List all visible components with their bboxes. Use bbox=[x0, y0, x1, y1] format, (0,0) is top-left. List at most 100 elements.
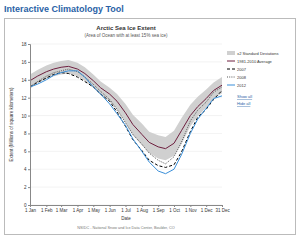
legend-swatch bbox=[227, 61, 235, 62]
y-tick: 8 bbox=[24, 131, 30, 136]
y-tick: 0 bbox=[24, 203, 30, 208]
x-tick-mark bbox=[110, 205, 111, 207]
x-tick: 1 Jan bbox=[25, 205, 37, 213]
y-tick: 6 bbox=[24, 149, 30, 154]
legend-swatch bbox=[227, 85, 235, 86]
y-tick: 14 bbox=[21, 78, 30, 83]
x-tick-label: 1 Jan bbox=[25, 208, 37, 213]
x-axis: 1 Jan 1 Feb1 Mar 1 Apr 1 May 1 Jun 1 Jul 1 Aug… bbox=[25, 205, 230, 213]
x-tick-mark bbox=[190, 205, 191, 207]
x-tick-label: 31 Dec bbox=[215, 208, 230, 213]
legend-label: ±2 Standard Deviations bbox=[237, 51, 279, 56]
y-tick: 18 bbox=[21, 42, 30, 47]
x-tick: 31 Dec bbox=[215, 205, 230, 213]
y-tick-mark bbox=[28, 80, 30, 81]
x-tick-label: 1 May bbox=[88, 208, 101, 213]
x-tick-label: 1 Mar bbox=[56, 208, 68, 213]
y-tick-label: 12 bbox=[21, 96, 27, 101]
grid bbox=[30, 44, 222, 205]
y-tick-label: 4 bbox=[24, 167, 27, 172]
series-line bbox=[30, 69, 222, 164]
x-tick-label: 1 Dec bbox=[201, 208, 214, 213]
chart-title: Arctic Sea Ice Extent bbox=[96, 25, 155, 31]
y-tick: 16 bbox=[21, 60, 30, 65]
grid-line bbox=[30, 151, 222, 152]
chart-svg: Interactive Climatology Tool Arctic Sea I… bbox=[0, 0, 300, 239]
y-tick: 4 bbox=[24, 167, 30, 172]
y-tick-label: 2 bbox=[24, 185, 27, 190]
x-tick-mark bbox=[46, 205, 47, 207]
y-tick-label: 18 bbox=[21, 42, 27, 47]
y-tick-mark bbox=[28, 205, 30, 206]
x-axis-title: Date bbox=[121, 216, 131, 221]
grid-line bbox=[30, 44, 222, 45]
legend-swatch bbox=[227, 77, 235, 78]
y-axis-title: Extent (Millions of square kilometers) bbox=[9, 87, 14, 161]
x-tick: 1 Jun bbox=[105, 205, 117, 213]
grid-line bbox=[30, 187, 222, 188]
x-tick: 1 Sep bbox=[153, 205, 165, 213]
series-line bbox=[30, 66, 222, 148]
legend-label: 2007 bbox=[237, 67, 247, 72]
x-tick-mark bbox=[61, 205, 62, 207]
legend-link[interactable]: Hide all bbox=[237, 101, 250, 106]
grid-line bbox=[30, 79, 222, 80]
x-tick: 1 Nov bbox=[185, 205, 198, 213]
x-tick-label: 1 Jun bbox=[105, 208, 117, 213]
y-axis: 0 2 4 6 8 10 12 14 16 18 bbox=[21, 42, 30, 208]
legend-link[interactable]: Show all bbox=[237, 94, 252, 99]
x-tick: 1 Jul bbox=[121, 205, 131, 213]
x-tick: 1 Dec bbox=[201, 205, 214, 213]
x-tick-mark bbox=[158, 205, 159, 207]
legend-swatch bbox=[227, 69, 235, 70]
x-tick-label: 1 Nov bbox=[185, 208, 198, 213]
grid-line bbox=[30, 97, 222, 98]
x-tick-label: 1 Oct bbox=[169, 208, 181, 213]
y-tick-mark bbox=[28, 62, 30, 63]
y-tick: 10 bbox=[21, 113, 30, 118]
y-tick-label: 6 bbox=[24, 149, 27, 154]
y-tick-mark bbox=[28, 151, 30, 152]
x-tick: 1 Mar bbox=[56, 205, 68, 213]
x-tick-mark bbox=[222, 205, 223, 207]
y-tick-mark bbox=[28, 116, 30, 117]
legend-label: 1981-2010 Average bbox=[237, 59, 273, 64]
sd-band bbox=[30, 60, 222, 160]
legend-swatch bbox=[227, 51, 235, 55]
source-note: NSIDC - National Snow and Ice Data Cente… bbox=[77, 226, 174, 230]
chart-subtitle: (Area of Ocean with at least 15% sea ice… bbox=[85, 33, 168, 38]
plot-area bbox=[30, 60, 222, 174]
y-tick-label: 8 bbox=[24, 131, 27, 136]
y-tick-label: 14 bbox=[21, 78, 27, 83]
x-tick-label: 1 Apr bbox=[73, 208, 84, 213]
page-header: Interactive Climatology Tool bbox=[4, 4, 124, 14]
grid-line bbox=[30, 169, 222, 170]
y-tick: 2 bbox=[24, 185, 30, 190]
x-tick: 1 Feb bbox=[41, 205, 53, 213]
y-tick-mark bbox=[28, 187, 30, 188]
y-tick-mark bbox=[28, 169, 30, 170]
legend-label: 2008 bbox=[237, 75, 247, 80]
x-tick: 1 Apr bbox=[73, 205, 84, 213]
x-tick-mark bbox=[142, 205, 143, 207]
series-line bbox=[30, 71, 222, 174]
x-tick-label: 1 Sep bbox=[153, 208, 165, 213]
y-tick-label: 10 bbox=[21, 113, 27, 118]
y-tick: 12 bbox=[21, 96, 30, 101]
x-tick: 1 Oct bbox=[169, 205, 181, 213]
y-tick-mark bbox=[28, 133, 30, 134]
x-tick-mark bbox=[125, 205, 126, 207]
legend-label: 2012 bbox=[237, 83, 247, 88]
y-tick-label: 16 bbox=[21, 60, 27, 65]
x-tick: 1 Aug bbox=[137, 205, 149, 213]
x-tick-mark bbox=[174, 205, 175, 207]
series-line bbox=[30, 73, 222, 168]
grid-line bbox=[30, 133, 222, 134]
x-tick-mark bbox=[77, 205, 78, 207]
x-tick: 1 May bbox=[88, 205, 101, 213]
chart-frame bbox=[5, 19, 296, 235]
y-tick-mark bbox=[28, 98, 30, 99]
y-tick-label: 0 bbox=[24, 203, 27, 208]
y-axis-line bbox=[28, 45, 31, 206]
x-tick-mark bbox=[93, 205, 94, 207]
